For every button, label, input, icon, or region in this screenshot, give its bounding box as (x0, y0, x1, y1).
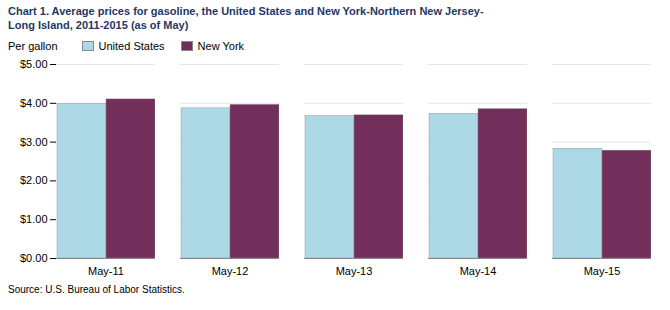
svg-text:May-15: May-15 (584, 265, 621, 277)
svg-text:$2.00: $2.00 (20, 174, 48, 186)
html-text:Chart 1. Average prices for ga: Chart 1. Average prices for gasoline, th… (8, 5, 484, 31)
svg-text:$0.00: $0.00 (20, 252, 48, 264)
html-text:Source: U.S. Bureau of Labor S: Source: U.S. Bureau of Labor Statistics. (8, 284, 185, 295)
svg-text:May-13: May-13 (336, 265, 373, 277)
svg-text:May-12: May-12 (212, 265, 249, 277)
svg-text:$5.00: $5.00 (20, 58, 48, 70)
svg-text:$1.00: $1.00 (20, 213, 48, 225)
svg-text:May-11: May-11 (88, 265, 124, 277)
html-text:New York: New York (197, 40, 245, 52)
svg-text:$3.00: $3.00 (20, 136, 48, 148)
html-text:Per gallon: Per gallon (8, 40, 58, 52)
svg-text:May-14: May-14 (460, 265, 497, 277)
svg-text:$4.00: $4.00 (20, 97, 48, 109)
html-text:United States: United States (98, 40, 165, 52)
